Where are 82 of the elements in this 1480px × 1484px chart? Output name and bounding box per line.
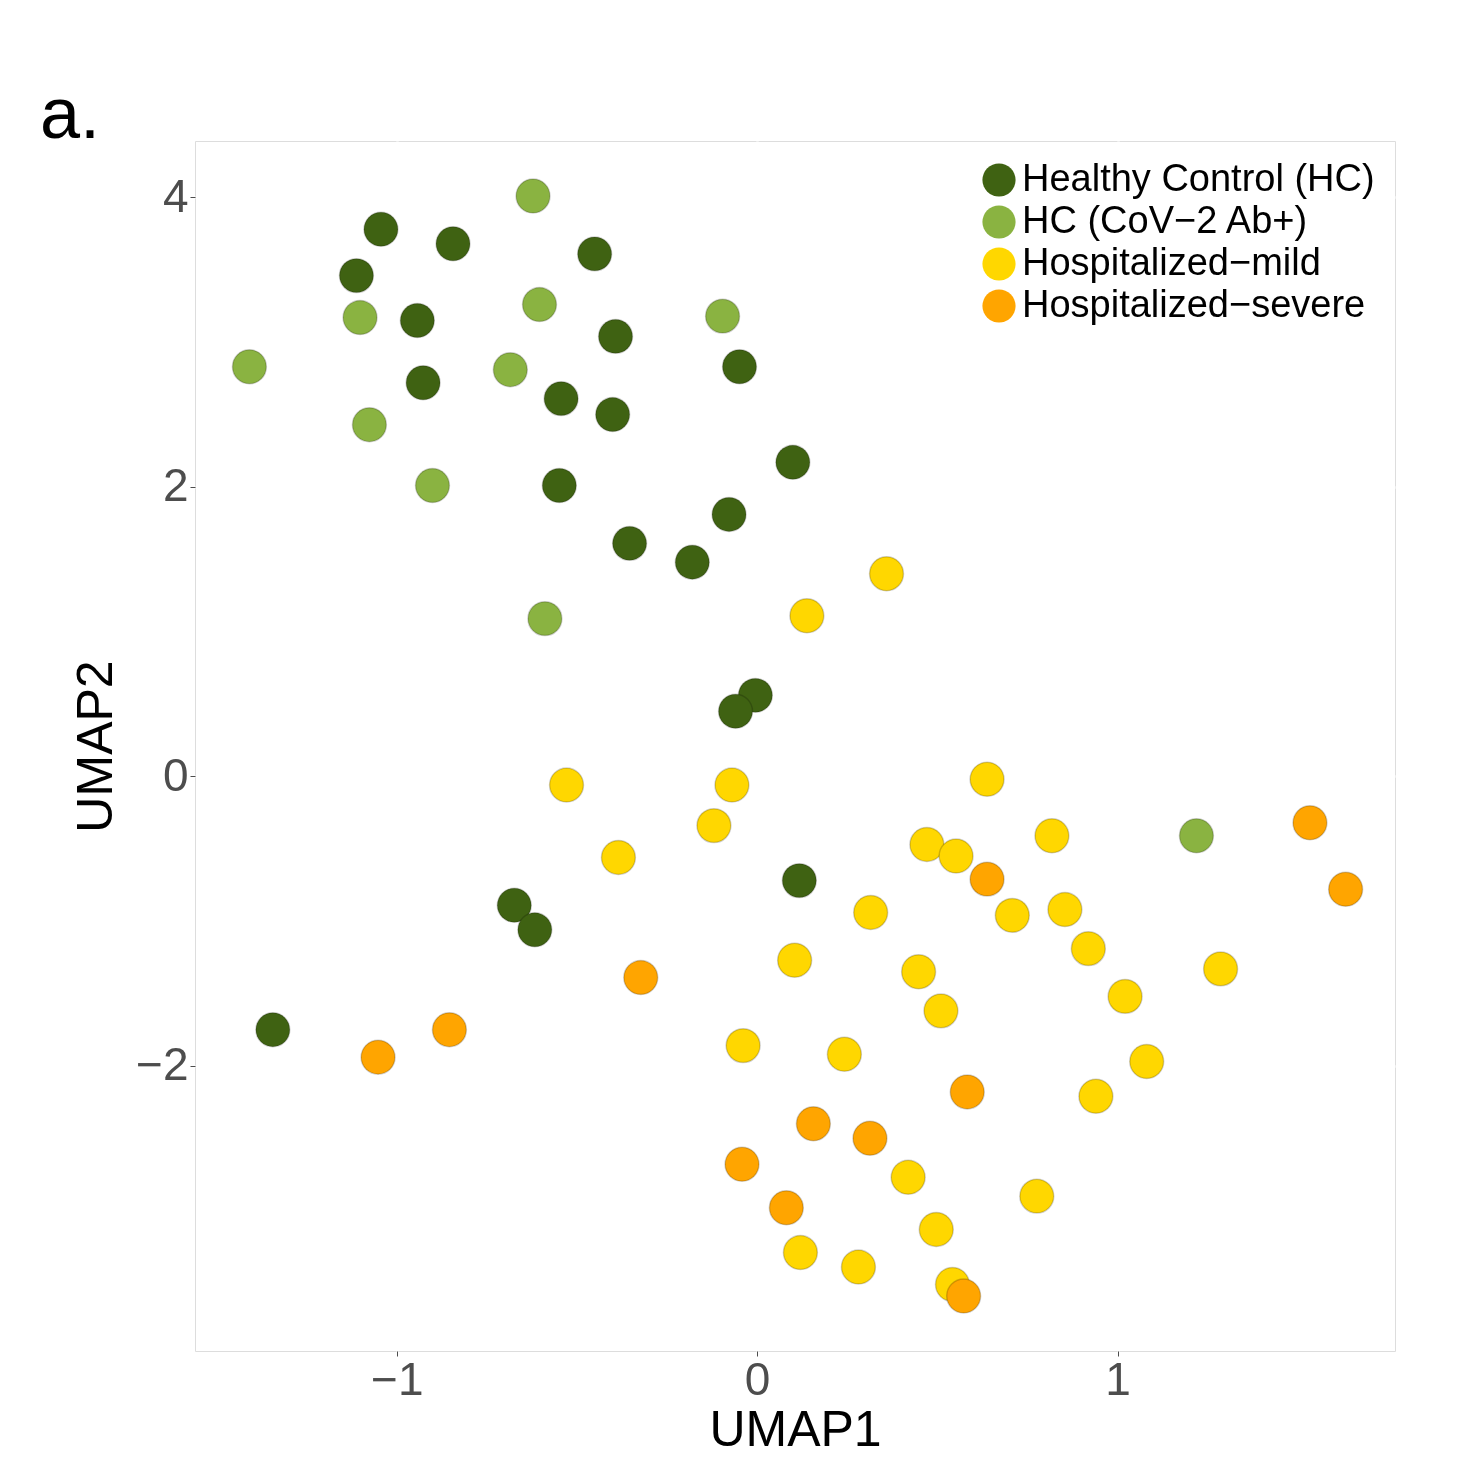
point xyxy=(1034,818,1070,854)
x-tick-label: 1 xyxy=(1105,1352,1131,1405)
point xyxy=(923,993,959,1029)
point xyxy=(711,496,747,533)
point xyxy=(696,807,732,844)
point xyxy=(338,257,375,294)
point xyxy=(623,959,659,996)
point xyxy=(521,286,558,323)
point xyxy=(714,767,750,803)
point xyxy=(576,236,613,272)
point xyxy=(918,1211,954,1248)
point xyxy=(890,1159,926,1195)
point xyxy=(782,1234,819,1271)
point xyxy=(517,912,553,948)
point xyxy=(781,862,818,899)
point xyxy=(1129,1043,1165,1080)
point xyxy=(1178,818,1215,854)
point xyxy=(414,467,451,504)
point xyxy=(938,838,974,874)
legend-label: HC (CoV−2 Ab+) xyxy=(1022,199,1308,241)
point xyxy=(768,1190,805,1226)
point xyxy=(405,365,441,401)
point xyxy=(1327,871,1364,907)
point xyxy=(492,352,529,388)
point xyxy=(1202,951,1239,987)
point xyxy=(900,954,937,990)
point xyxy=(548,767,585,803)
point xyxy=(594,396,631,433)
legend-label: Hospitalized−severe xyxy=(1022,283,1366,325)
point xyxy=(945,1278,982,1314)
point xyxy=(852,894,889,931)
point xyxy=(543,380,579,417)
point xyxy=(725,1027,761,1064)
point xyxy=(527,600,563,637)
point xyxy=(674,544,710,580)
y-tick-label: 4 xyxy=(162,169,189,222)
point xyxy=(1107,978,1143,1015)
point xyxy=(704,298,741,334)
point xyxy=(597,318,634,355)
y-axis-title: UMAP2 xyxy=(67,660,124,833)
legend-label: Healthy Control (HC) xyxy=(1022,157,1375,199)
point xyxy=(868,556,905,592)
point xyxy=(255,1012,291,1048)
point xyxy=(363,211,399,247)
point xyxy=(826,1036,863,1072)
point xyxy=(969,761,1005,797)
point xyxy=(515,178,551,214)
legend-label: Hospitalized−mild xyxy=(1022,241,1321,283)
point xyxy=(360,1039,396,1075)
y-tick-label: −2 xyxy=(136,1038,189,1091)
point xyxy=(949,1074,985,1110)
point xyxy=(969,861,1005,897)
point xyxy=(776,942,813,978)
point xyxy=(775,444,811,480)
point xyxy=(1070,930,1107,967)
point xyxy=(351,407,388,443)
point xyxy=(724,1146,760,1182)
point xyxy=(600,839,637,876)
point xyxy=(721,349,758,385)
point xyxy=(496,887,532,923)
text: a. xyxy=(40,73,101,153)
point xyxy=(1019,1178,1055,1214)
point xyxy=(994,897,1030,934)
point xyxy=(431,1012,468,1048)
y-tick-label: 0 xyxy=(162,748,189,801)
point xyxy=(1078,1078,1114,1114)
point xyxy=(789,598,825,634)
point xyxy=(399,302,436,339)
y-tick-label: 2 xyxy=(162,459,189,512)
point xyxy=(342,299,378,336)
point xyxy=(1292,805,1328,841)
point xyxy=(840,1249,877,1285)
point xyxy=(541,467,578,504)
point xyxy=(231,349,268,385)
point xyxy=(611,525,648,562)
point xyxy=(852,1120,888,1156)
x-tick-label: −1 xyxy=(371,1352,424,1405)
point xyxy=(435,226,471,262)
point xyxy=(795,1106,832,1142)
point xyxy=(1047,891,1083,928)
point xyxy=(717,693,754,729)
point xyxy=(909,826,945,863)
